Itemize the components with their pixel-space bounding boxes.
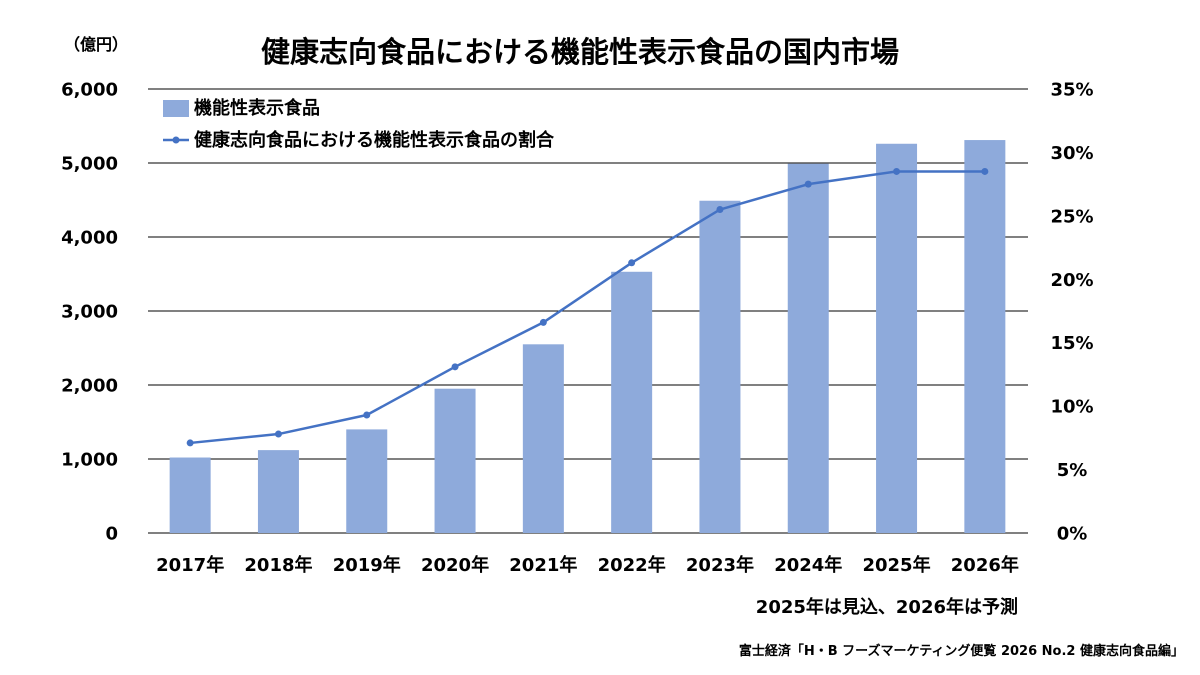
share-line [190,170,985,445]
y-tick-label: 2,000 [61,376,118,397]
y2-tick-label: 0% [1057,524,1088,545]
bar [611,271,653,533]
share-point [716,206,724,214]
legend-bar-swatch [163,100,189,117]
share-point [981,167,989,175]
y-tick-label: 6,000 [61,80,118,101]
bar [787,163,829,534]
x-tick-label: 2019年 [333,554,401,576]
source-citation: 富士経済「H・B フーズマーケティング便覧 2026 No.2 健康志向食品編」 [739,643,1184,659]
bar [346,429,388,533]
bar [257,450,299,533]
bar-series [169,140,1006,534]
y2-tick-label: 15% [1050,333,1093,354]
share-point [451,363,459,371]
x-tick-label: 2023年 [686,554,754,576]
left-axis-ticks: 0 1,000 2,000 3,000 4,000 5,000 6,000 [61,80,118,545]
bar [434,388,476,533]
y2-tick-label: 5% [1057,460,1088,481]
y2-tick-label: 20% [1050,270,1093,291]
y2-tick-label: 10% [1050,397,1093,418]
y-tick-label: 1,000 [61,450,118,471]
bar [522,344,564,533]
x-tick-label: 2021年 [509,554,577,576]
legend-bar-label: 機能性表示食品 [194,97,320,119]
category-axis-ticks: 2017年 2018年 2019年 2020年 2021年 2022年 2023年 2024年… [156,554,1019,576]
share-point [274,430,282,438]
bar [699,200,741,534]
bar [169,457,211,533]
bar [876,143,918,533]
x-tick-label: 2020年 [421,554,489,576]
x-tick-label: 2018年 [244,554,312,576]
share-point [804,180,812,188]
y-tick-label: 3,000 [61,302,118,323]
y-tick-label: 4,000 [61,228,118,249]
right-axis-ticks: 0% 5% 10% 15% 20% 25% 30% 35% [1050,80,1093,545]
share-point [628,259,636,267]
y2-tick-label: 30% [1050,143,1093,164]
y-axis-unit-label: （億円） [64,35,128,54]
y-tick-label: 5,000 [61,154,118,175]
legend: 機能性表示食品 健康志向食品における機能性表示食品の割合 [163,97,555,151]
share-point [363,411,371,419]
legend-line-marker [172,136,180,144]
x-tick-label: 2017年 [156,554,224,576]
x-tick-label: 2025年 [862,554,930,576]
bar [964,140,1006,533]
forecast-note: 2025年は見込、2026年は予測 [756,596,1018,618]
share-point [893,167,901,175]
y-tick-label: 0 [105,524,118,545]
legend-line-label: 健康志向食品における機能性表示食品の割合 [194,129,555,151]
share-point [539,318,547,326]
chart-title: 健康志向食品における機能性表示食品の国内市場 [261,35,899,69]
y2-tick-label: 35% [1050,80,1093,101]
y2-tick-label: 25% [1050,206,1093,227]
share-point [186,439,194,447]
line-series [186,167,989,447]
x-tick-label: 2026年 [951,554,1019,576]
x-tick-label: 2024年 [774,554,842,576]
x-tick-label: 2022年 [598,554,666,576]
